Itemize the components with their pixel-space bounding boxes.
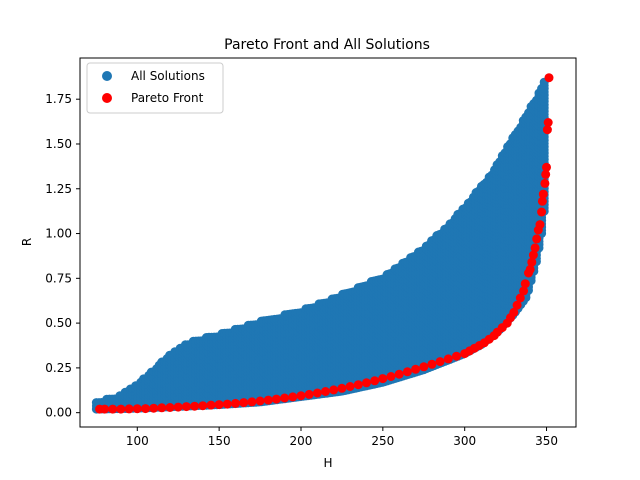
scatter-points (91, 73, 554, 414)
chart-title: Pareto Front and All Solutions (224, 37, 430, 53)
